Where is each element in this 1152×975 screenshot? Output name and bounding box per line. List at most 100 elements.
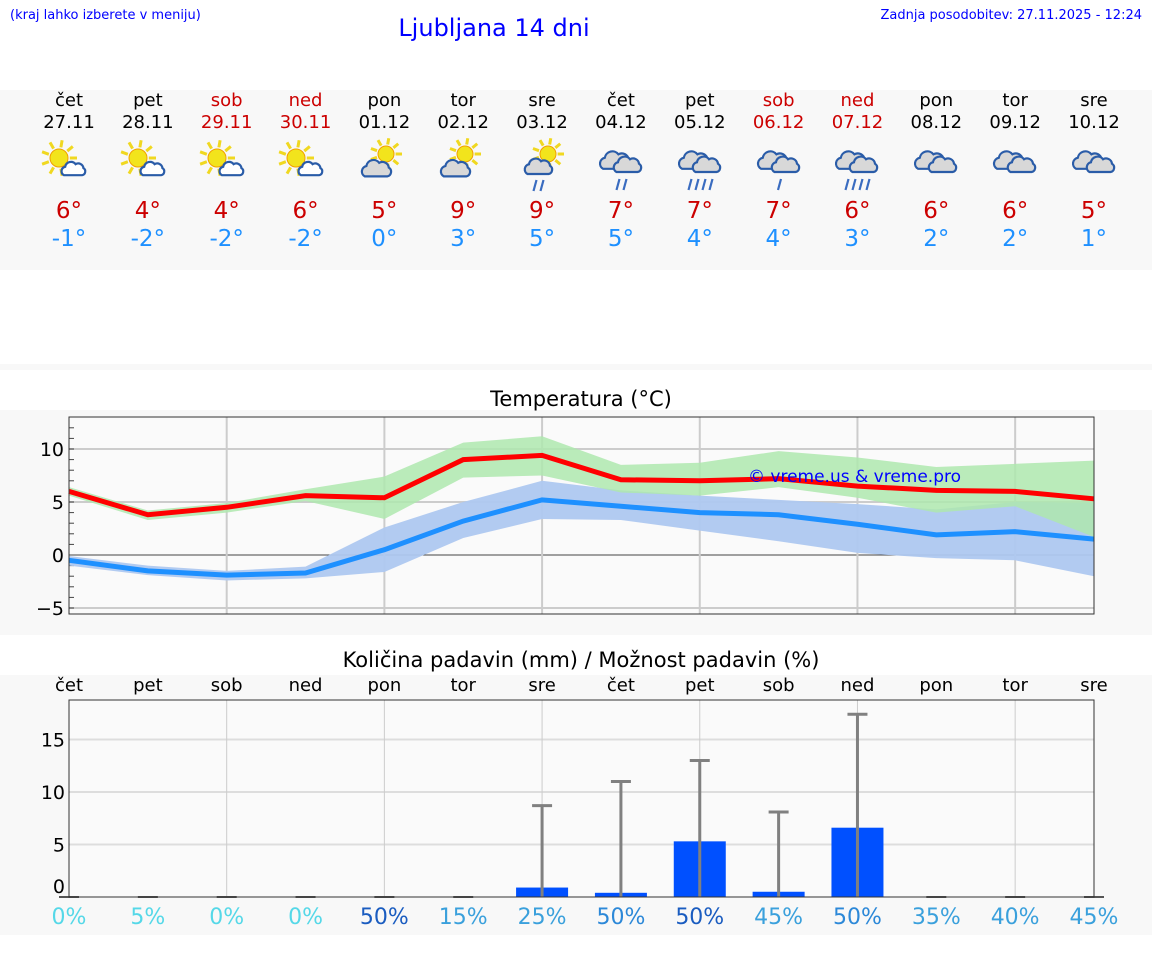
day-date: 03.12	[516, 112, 568, 133]
min-temp: 5°	[528, 226, 556, 252]
day-name: sob	[762, 90, 795, 111]
day-name: tor	[450, 90, 476, 111]
max-temp-line	[68, 452, 1095, 518]
day-date: 07.12	[831, 112, 884, 133]
day-date: 28.11	[122, 112, 174, 133]
max-temp: 6°	[1002, 198, 1029, 224]
x-tick-label: sob	[210, 675, 243, 696]
day-name: sre	[528, 90, 556, 111]
plot-frame	[68, 416, 1095, 615]
page-title: Ljubljana 14 dni	[398, 14, 590, 42]
day-date: 09.12	[989, 112, 1041, 133]
day-name: ned	[288, 90, 323, 111]
min-temp: 0°	[371, 226, 398, 252]
x-tick-label: sob	[762, 675, 795, 696]
y-tick-label: 5	[52, 492, 64, 514]
max-temp: 7°	[607, 198, 634, 224]
min-temp: -2°	[288, 226, 323, 252]
min-temp: 2°	[923, 226, 950, 252]
min-temp: 5°	[607, 226, 634, 252]
min-temp: 4°	[765, 226, 792, 252]
sun-small-cloud-icon	[39, 134, 99, 194]
day-date: 10.12	[1068, 112, 1120, 133]
precip-probability: 35%	[911, 905, 961, 930]
last-updated: Zadnja posodobitev: 27.11.2025 - 12:24	[880, 8, 1142, 23]
precip-probability: 0%	[288, 905, 323, 930]
day-date: 06.12	[752, 112, 805, 133]
y-tick-label: 10	[40, 439, 64, 461]
precip-probability: 50%	[596, 905, 646, 930]
max-temp: 6°	[923, 198, 950, 224]
precipitation-chart-title: Količina padavin (mm) / Možnost padavin …	[342, 648, 820, 672]
precip-probability: 50%	[359, 905, 409, 930]
day-date: 05.12	[674, 112, 726, 133]
min-temp: 4°	[686, 226, 713, 252]
day-date: 08.12	[910, 112, 963, 133]
day-date: 27.11	[43, 112, 95, 133]
precip-probability: 40%	[990, 905, 1040, 930]
max-temp: 5°	[1080, 198, 1108, 224]
watermark: © vreme.us & vreme.pro	[748, 467, 962, 487]
day-name: pon	[919, 90, 954, 111]
min-temp: -2°	[130, 226, 166, 252]
min-temp: -2°	[209, 226, 244, 252]
min-temp: 1°	[1080, 226, 1108, 252]
precip-probability: 25%	[517, 905, 567, 930]
x-tick-label: ned	[840, 675, 875, 696]
day-name: čet	[606, 90, 635, 111]
cloud-rain-1-icon	[749, 134, 809, 194]
min-temp: -1°	[51, 226, 87, 252]
max-temp: 6°	[844, 198, 871, 224]
sun-small-cloud-icon	[276, 134, 336, 194]
sun-small-cloud-icon	[197, 134, 257, 194]
x-tick-label: ned	[288, 675, 323, 696]
precip-probability: 45%	[754, 905, 804, 930]
cloud-rain-4-icon	[827, 134, 887, 194]
divider	[0, 364, 1152, 370]
x-tick-label: čet	[606, 675, 635, 696]
precip-probability: 0%	[51, 905, 87, 930]
min-temp: 2°	[1002, 226, 1029, 252]
day-date: 02.12	[437, 112, 489, 133]
min-temp-line	[68, 497, 1095, 578]
precip-probability: 5%	[130, 905, 166, 930]
day-name: tor	[1002, 90, 1028, 111]
day-date: 01.12	[358, 112, 411, 133]
precip-probability: 45%	[1069, 905, 1119, 930]
day-date: 04.12	[595, 112, 647, 133]
max-temp: 5°	[371, 198, 398, 224]
x-tick-label: pon	[919, 675, 954, 696]
cloud-rain-4-icon	[670, 134, 730, 194]
cloud-sun-icon	[433, 134, 493, 194]
day-name: sob	[210, 90, 243, 111]
x-tick-label: tor	[1002, 675, 1028, 696]
precip-probability: 15%	[438, 905, 488, 930]
min-temp-band	[69, 480, 1094, 581]
day-name: čet	[54, 90, 84, 111]
x-tick-label: sre	[528, 675, 556, 696]
x-tick-label: pon	[367, 675, 402, 696]
day-date: 29.11	[200, 112, 253, 133]
x-tick-label: pet	[684, 675, 715, 696]
max-temp: 7°	[765, 198, 792, 224]
max-temp: 6°	[55, 198, 83, 224]
x-tick-label: čet	[54, 675, 84, 696]
day-date: 30.11	[279, 112, 332, 133]
max-temp: 7°	[686, 198, 713, 224]
cloud-icon	[906, 134, 966, 194]
sun-small-cloud-icon	[118, 134, 178, 194]
x-tick-label: tor	[450, 675, 476, 696]
precip-probability: 0%	[209, 905, 245, 930]
max-temp-band	[69, 436, 1094, 537]
forecast-strip	[0, 90, 1152, 270]
precip-probability: 50%	[833, 905, 882, 930]
max-temp: 4°	[213, 198, 240, 224]
location-hint: (kraj lahko izberete v meniju)	[10, 8, 201, 23]
precip-probability: 50%	[675, 905, 725, 930]
day-name: pon	[367, 90, 402, 111]
y-tick-label: −5	[36, 598, 64, 620]
x-tick-label: sre	[1080, 675, 1108, 696]
cloud-icon	[985, 134, 1045, 194]
temperature-chart-title: Temperatura (°C)	[490, 387, 672, 411]
day-name: pet	[133, 90, 163, 111]
